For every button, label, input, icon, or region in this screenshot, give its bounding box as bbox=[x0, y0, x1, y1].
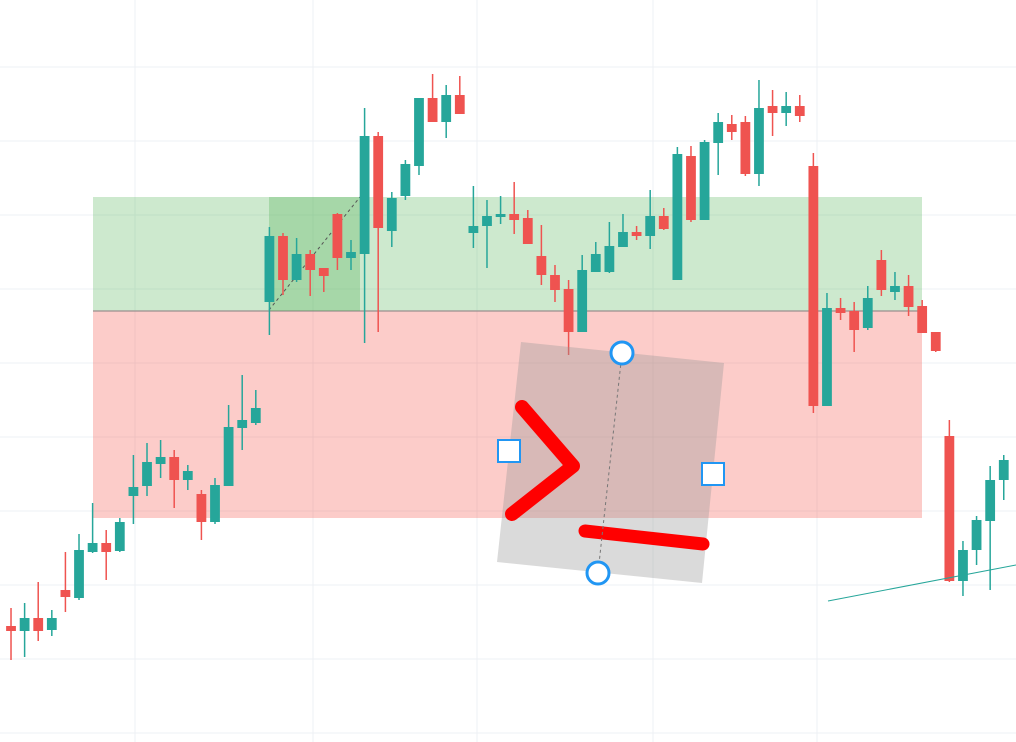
candle-body bbox=[930, 332, 941, 351]
candle-body bbox=[822, 308, 832, 406]
candle-body bbox=[849, 311, 860, 330]
candle-body bbox=[740, 122, 751, 174]
candle-body bbox=[169, 457, 180, 480]
candle-body bbox=[971, 520, 982, 550]
candle-body bbox=[155, 457, 166, 464]
candle-body bbox=[522, 218, 533, 244]
candle-body bbox=[305, 254, 316, 270]
handle[interactable] bbox=[609, 340, 635, 366]
candle-body bbox=[536, 256, 547, 275]
rotation-axis bbox=[597, 352, 623, 574]
candle-body bbox=[46, 618, 57, 630]
trade-path bbox=[268, 196, 361, 311]
candle-body bbox=[917, 306, 928, 333]
candle-body bbox=[958, 550, 968, 581]
profit-zone[interactable] bbox=[93, 197, 922, 311]
candle-body bbox=[726, 124, 737, 132]
candle-body bbox=[862, 298, 873, 328]
candle-body bbox=[291, 254, 302, 280]
candle-body bbox=[182, 471, 193, 480]
candle-body bbox=[373, 136, 384, 228]
candle-body bbox=[509, 214, 520, 220]
drawing-selection[interactable] bbox=[497, 340, 725, 586]
candle-body bbox=[60, 590, 71, 597]
candle-body bbox=[890, 286, 900, 292]
candle-body bbox=[781, 106, 792, 113]
candle-body bbox=[250, 408, 261, 423]
candle-body bbox=[414, 98, 424, 166]
candle-body bbox=[6, 626, 16, 631]
candle-body bbox=[658, 216, 669, 229]
candle-body bbox=[128, 487, 139, 496]
candle-body bbox=[808, 166, 819, 406]
candle-body bbox=[482, 216, 492, 226]
candle-body bbox=[686, 156, 696, 220]
handle[interactable] bbox=[701, 462, 725, 486]
handle[interactable] bbox=[497, 439, 521, 463]
candle-body bbox=[468, 226, 479, 233]
candles bbox=[6, 74, 1009, 660]
candle-body bbox=[495, 214, 506, 217]
candle-body bbox=[944, 436, 955, 581]
candle-body bbox=[142, 462, 152, 486]
candle-body bbox=[563, 289, 574, 332]
candle-body bbox=[618, 232, 628, 247]
candle-body bbox=[590, 254, 601, 272]
candle-body bbox=[577, 270, 588, 332]
candle-body bbox=[101, 543, 112, 552]
candle-body bbox=[713, 122, 724, 143]
candle-body bbox=[346, 252, 356, 258]
candle-body bbox=[278, 236, 288, 280]
candle-body bbox=[359, 136, 370, 254]
candle-body bbox=[835, 308, 846, 313]
candle-body bbox=[645, 216, 656, 236]
candle-body bbox=[74, 550, 84, 598]
candle-body bbox=[400, 164, 411, 196]
candle-body bbox=[754, 108, 764, 174]
candle-body bbox=[210, 485, 220, 522]
trend-line[interactable] bbox=[827, 564, 1016, 602]
candle-body bbox=[87, 543, 98, 552]
candle-body bbox=[223, 427, 234, 486]
candle-body bbox=[631, 232, 642, 236]
candle-body bbox=[264, 236, 275, 302]
candle-body bbox=[767, 106, 778, 113]
candle-body bbox=[332, 214, 343, 258]
handle[interactable] bbox=[585, 560, 611, 586]
brush-stroke[interactable] bbox=[505, 400, 580, 521]
candle-body bbox=[672, 154, 683, 280]
candle-body bbox=[794, 106, 805, 116]
candle-body bbox=[196, 494, 207, 522]
candle-body bbox=[386, 198, 397, 231]
brush-stroke[interactable] bbox=[578, 524, 710, 551]
candle-body bbox=[604, 246, 615, 272]
candle-body bbox=[237, 420, 248, 428]
candle-body bbox=[441, 95, 452, 122]
candle-body bbox=[318, 268, 329, 276]
candle-body bbox=[427, 98, 438, 122]
candle-body bbox=[19, 618, 30, 631]
candle-body bbox=[903, 286, 914, 307]
candle-body bbox=[998, 460, 1009, 480]
candle-body bbox=[699, 142, 710, 220]
candle-body bbox=[114, 522, 125, 551]
candle-body bbox=[876, 260, 887, 290]
candle-body bbox=[33, 618, 44, 631]
candle-body bbox=[454, 95, 465, 114]
candle-body bbox=[550, 275, 560, 290]
candle-body bbox=[985, 480, 996, 521]
